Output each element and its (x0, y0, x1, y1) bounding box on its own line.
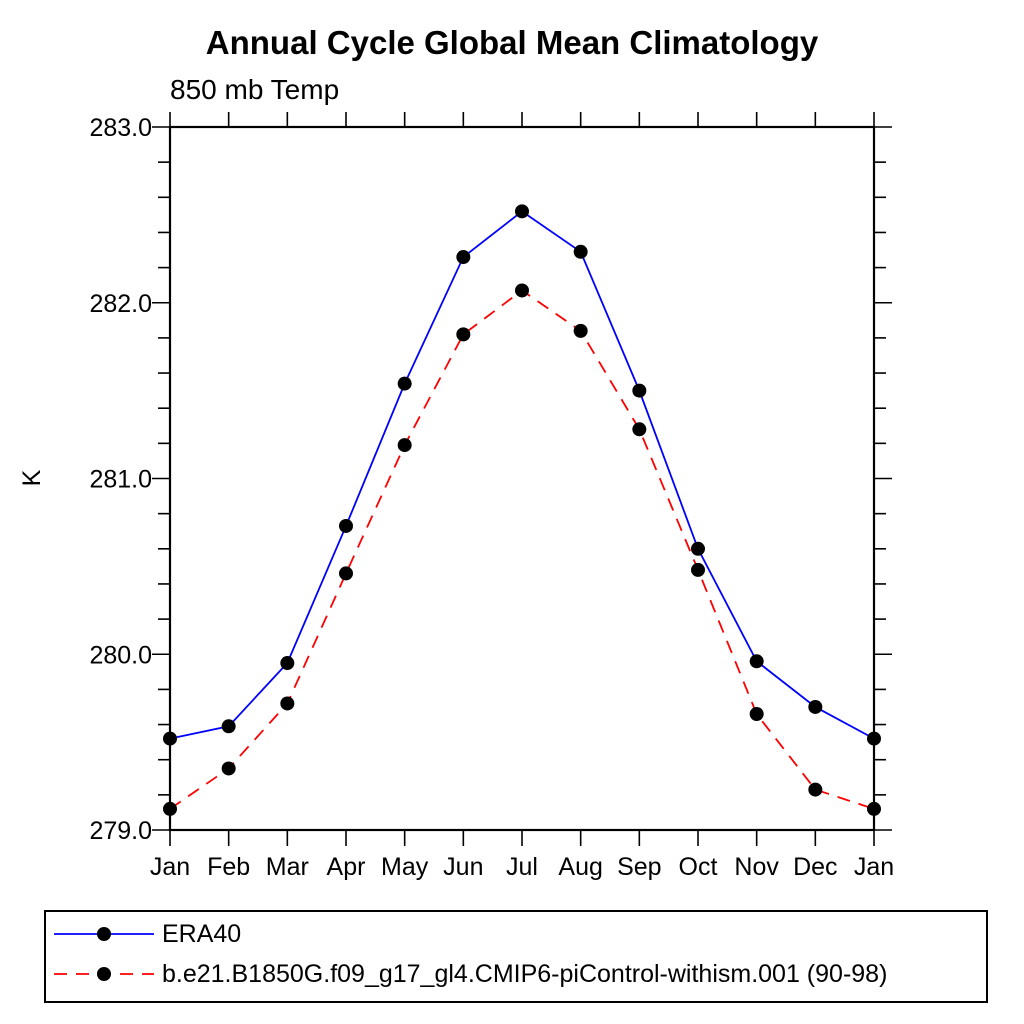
x-axis-tick-label: Oct (679, 853, 718, 881)
data-point-marker (808, 782, 823, 797)
x-axis-tick-label: Feb (207, 853, 250, 881)
x-axis-tick-label: Aug (558, 853, 602, 881)
x-axis-tick-label: May (381, 853, 429, 881)
data-point-marker (397, 376, 412, 391)
chart-subtitle: 850 mb Temp (170, 74, 340, 105)
legend-row: ERA40 (52, 920, 241, 948)
x-axis-tick-label: Jan (150, 853, 190, 881)
data-point-marker (749, 707, 764, 722)
data-point-marker (163, 801, 177, 816)
data-point-marker (163, 731, 177, 746)
data-point-marker (221, 761, 236, 776)
y-axis-tick-label: 283.0 (89, 114, 152, 142)
x-axis-tick-label: Jan (854, 853, 894, 881)
legend-line-sample (54, 967, 154, 981)
data-point-marker (280, 696, 295, 711)
data-point-marker (808, 699, 823, 714)
series-line (169, 289, 875, 810)
x-axis-tick-label: Nov (734, 853, 779, 881)
y-axis-tick-label: 282.0 (89, 290, 152, 318)
y-axis-tick-label: 281.0 (89, 466, 152, 494)
x-axis-tick-label: Sep (617, 853, 661, 881)
y-axis-tick-label: 279.0 (89, 817, 152, 845)
legend: ERA40 b.e21.B1850G.f09_g17_gl4.CMIP6-piCo… (44, 910, 988, 1003)
data-point-marker (867, 801, 881, 816)
data-point-marker (749, 654, 764, 669)
data-point-marker (221, 719, 236, 734)
data-point-marker (573, 244, 588, 259)
data-point-marker (515, 283, 529, 298)
legend-line-sample (54, 927, 154, 941)
data-point-marker (456, 250, 471, 265)
legend-marker (97, 927, 111, 941)
y-axis-title: K (18, 469, 46, 486)
x-axis-tick-label: Jul (506, 853, 538, 881)
data-point-marker (867, 731, 881, 746)
legend-label: ERA40 (162, 919, 242, 948)
plot-frame (168, 125, 876, 832)
data-point-marker (339, 566, 353, 581)
legend-row: b.e21.B1850G.f09_g17_gl4.CMIP6-piControl… (52, 960, 887, 988)
data-point-marker (280, 656, 295, 671)
data-point-marker (632, 383, 647, 398)
y-axis-tick-label: 280.0 (89, 641, 152, 669)
data-point-marker (397, 438, 412, 453)
data-point-marker (691, 562, 705, 577)
x-axis-tick-label: Dec (793, 853, 837, 881)
x-axis-tick-label: Mar (266, 853, 309, 881)
data-point-marker (573, 323, 588, 338)
legend-label: b.e21.B1850G.f09_g17_gl4.CMIP6-piControl… (162, 959, 888, 988)
x-axis-tick-label: Apr (327, 853, 366, 881)
data-point-marker (632, 422, 647, 437)
x-axis-tick-label: Jun (443, 853, 483, 881)
chart-title: Annual Cycle Global Mean Climatology (205, 24, 819, 61)
data-point-marker (456, 327, 471, 342)
data-point-marker (515, 204, 529, 219)
data-point-marker (691, 541, 705, 556)
legend-marker (97, 967, 111, 981)
data-point-marker (339, 518, 353, 533)
